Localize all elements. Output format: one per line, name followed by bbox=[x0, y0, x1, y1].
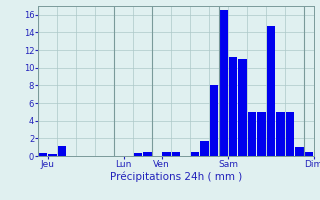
Bar bbox=[276, 112, 285, 156]
Bar bbox=[39, 153, 47, 156]
Bar bbox=[172, 152, 180, 156]
Bar bbox=[219, 10, 228, 156]
Bar bbox=[162, 152, 171, 156]
Bar bbox=[200, 141, 209, 156]
Bar bbox=[305, 152, 313, 156]
Bar bbox=[267, 26, 275, 156]
Bar bbox=[210, 85, 218, 156]
Bar bbox=[286, 112, 294, 156]
Bar bbox=[295, 147, 304, 156]
Bar bbox=[58, 146, 66, 156]
Bar bbox=[248, 112, 256, 156]
Bar bbox=[143, 152, 152, 156]
Bar bbox=[191, 152, 199, 156]
Bar bbox=[238, 59, 247, 156]
Bar bbox=[48, 154, 57, 156]
X-axis label: Précipitations 24h ( mm ): Précipitations 24h ( mm ) bbox=[110, 172, 242, 182]
Bar bbox=[134, 153, 142, 156]
Bar bbox=[257, 112, 266, 156]
Bar bbox=[229, 57, 237, 156]
